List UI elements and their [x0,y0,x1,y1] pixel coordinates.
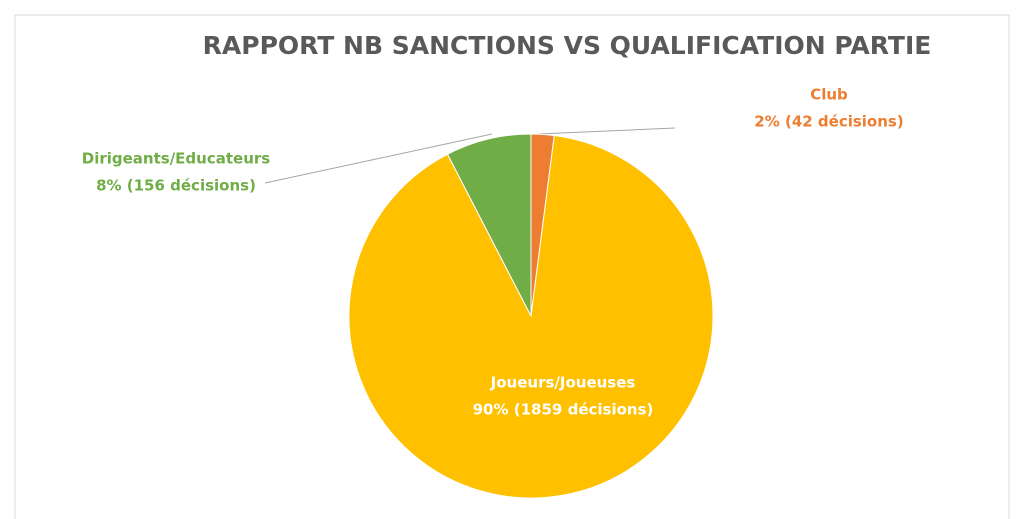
pie-slice [348,134,714,499]
leader-line [537,127,676,135]
slice-category-label: Club [810,86,848,104]
slice-category-label: Dirigeants/Educateurs [82,150,271,168]
slice-value-label: 8% (156 décisions) [96,177,256,195]
pie-slice [446,133,532,317]
chart-title: RAPPORT NB SANCTIONS VS QUALIFICATION PA… [203,31,932,60]
slice-value-label: 90% (1859 décisions) [473,401,654,419]
slice-category-label: Joueurs/Joueuses [490,374,636,392]
slice-value-label: 2% (42 décisions) [754,113,903,131]
leader-line [264,133,493,184]
